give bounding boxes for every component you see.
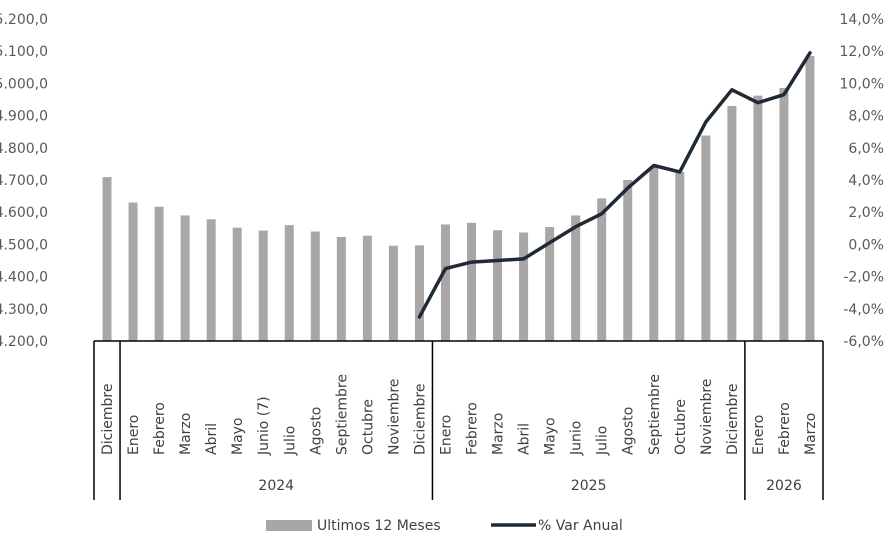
bar xyxy=(154,206,164,341)
category-label: Marzo xyxy=(491,413,507,455)
category-label: Julio xyxy=(595,426,611,456)
category-label: Mayo xyxy=(543,417,559,455)
right-tick-label: 12,0% xyxy=(840,44,884,60)
bar xyxy=(388,245,398,341)
bar xyxy=(414,245,424,341)
category-label: Agosto xyxy=(621,407,637,455)
bar xyxy=(519,232,529,341)
year-label: 2024 xyxy=(258,478,294,494)
bar xyxy=(284,225,294,341)
right-tick-label: 10,0% xyxy=(840,76,884,92)
right-tick-label: 0,0% xyxy=(848,237,884,253)
legend-bar-label: Ultimos 12 Meses xyxy=(317,518,441,534)
bars-series xyxy=(102,56,815,342)
bar xyxy=(206,219,216,341)
right-tick-label: -2,0% xyxy=(843,270,884,286)
bar xyxy=(180,215,190,341)
left-tick-label: 4.300,0 xyxy=(0,302,48,318)
bar xyxy=(571,215,581,341)
left-tick-label: 4.500,0 xyxy=(0,237,48,253)
category-label: Marzo xyxy=(178,413,194,455)
bar xyxy=(805,56,815,341)
bar xyxy=(545,227,555,341)
bar xyxy=(623,180,633,341)
right-tick-label: 6,0% xyxy=(848,141,884,157)
line-path xyxy=(417,51,812,319)
year-label: 2026 xyxy=(766,478,802,494)
legend: Ultimos 12 Meses % Var Anual xyxy=(266,518,623,534)
left-tick-label: 4.400,0 xyxy=(0,270,48,286)
line-series xyxy=(417,51,812,319)
category-label: Abril xyxy=(517,423,533,455)
category-label: Febrero xyxy=(152,402,168,455)
left-tick-label: 5.200,0 xyxy=(0,12,48,28)
right-tick-label: 14,0% xyxy=(840,12,884,28)
category-label: Abril xyxy=(204,423,220,455)
category-label: Septiembre xyxy=(334,374,350,455)
category-label: Agosto xyxy=(308,407,324,455)
bar xyxy=(493,230,503,341)
left-tick-label: 5.100,0 xyxy=(0,44,48,60)
bar xyxy=(336,236,346,341)
bar xyxy=(467,222,477,341)
category-label: Octubre xyxy=(360,399,376,455)
bar xyxy=(753,95,763,341)
bar xyxy=(727,105,737,341)
bar xyxy=(701,135,711,341)
right-tick-label: -4,0% xyxy=(843,302,884,318)
category-label: Noviembre xyxy=(386,379,402,455)
bar xyxy=(258,230,268,341)
category-label: Marzo xyxy=(803,413,819,455)
legend-bar-swatch xyxy=(266,520,312,531)
right-tick-label: 4,0% xyxy=(848,173,884,189)
bar xyxy=(440,224,450,341)
left-tick-label: 5.000,0 xyxy=(0,76,48,92)
category-label: Diciembre xyxy=(725,384,741,455)
year-label: 2025 xyxy=(571,478,607,494)
category-label: Enero xyxy=(438,415,454,455)
bar xyxy=(649,167,659,341)
right-axis-ticks: -6,0% -4,0% -2,0% 0,0% 2,0% 4,0% 6,0% 8,0% 10,0%… xyxy=(840,12,884,350)
left-axis-ticks: 4.200,0 4.300,0 4.400,0 4.500,0 4.600,0 4.700… xyxy=(0,12,48,350)
x-axis: Diciembre Enero Febrero Marzo Abril Mayo Junio… xyxy=(93,340,824,500)
bar xyxy=(232,227,242,341)
bar xyxy=(779,87,789,342)
category-label: Enero xyxy=(126,415,142,455)
category-label: Junio xyxy=(569,421,585,456)
right-tick-label: -6,0% xyxy=(843,334,884,350)
category-label: Mayo xyxy=(230,417,246,455)
category-label: Octubre xyxy=(673,399,689,455)
left-tick-label: 4.600,0 xyxy=(0,205,48,221)
category-label: Julio xyxy=(282,426,298,456)
category-label: Febrero xyxy=(777,402,793,455)
category-label: Noviembre xyxy=(699,379,715,455)
left-tick-label: 4.900,0 xyxy=(0,109,48,125)
bar xyxy=(310,231,320,341)
legend-line-label: % Var Anual xyxy=(538,518,623,534)
category-label: Enero xyxy=(751,415,767,455)
bar xyxy=(128,202,138,341)
left-tick-label: 4.200,0 xyxy=(0,334,48,350)
left-tick-label: 4.700,0 xyxy=(0,173,48,189)
bar xyxy=(362,235,372,341)
category-label: Junio (7) xyxy=(256,396,272,456)
category-label: Diciembre xyxy=(412,384,428,455)
bar xyxy=(597,198,607,341)
left-tick-label: 4.800,0 xyxy=(0,141,48,157)
bar xyxy=(102,177,112,341)
right-tick-label: 2,0% xyxy=(848,205,884,221)
category-label: Septiembre xyxy=(647,374,663,455)
right-tick-label: 8,0% xyxy=(848,109,884,125)
category-label: Diciembre xyxy=(100,384,116,455)
category-label: Febrero xyxy=(465,402,481,455)
bar xyxy=(675,171,685,341)
